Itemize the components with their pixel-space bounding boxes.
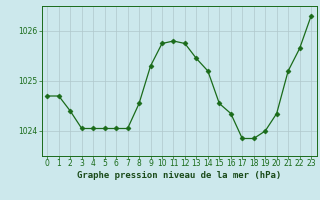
X-axis label: Graphe pression niveau de la mer (hPa): Graphe pression niveau de la mer (hPa) [77,171,281,180]
